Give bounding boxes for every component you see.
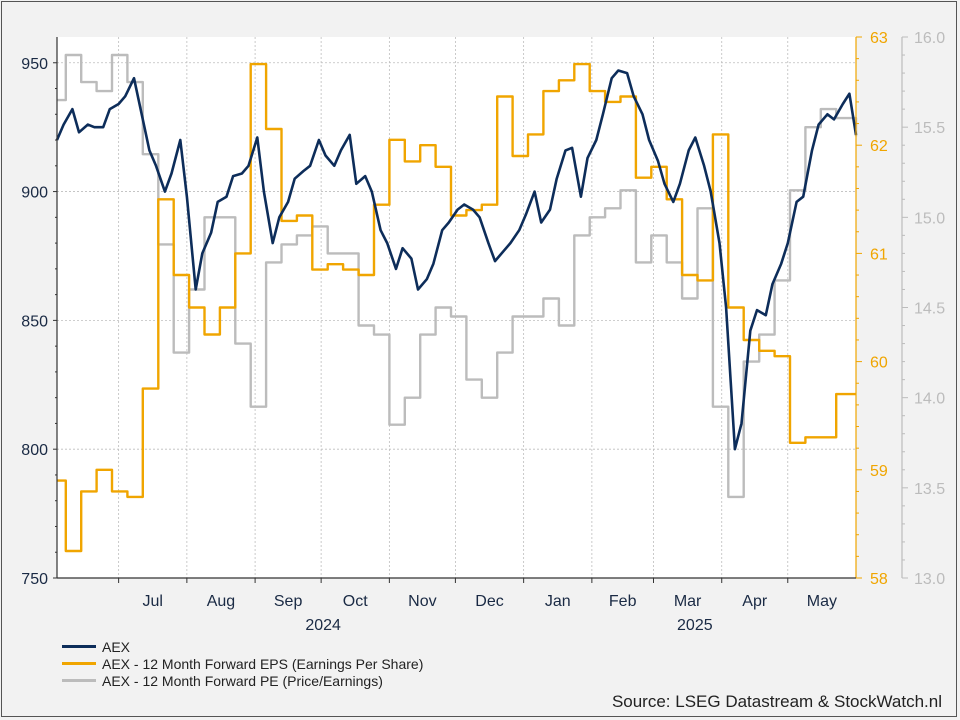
legend-swatch-pe xyxy=(62,679,96,682)
eps-tick-label: 62 xyxy=(870,138,888,155)
legend: AEX AEX - 12 Month Forward EPS (Earnings… xyxy=(62,638,423,689)
legend-item-eps: AEX - 12 Month Forward EPS (Earnings Per… xyxy=(62,655,423,672)
eps-tick-label: 63 xyxy=(870,30,888,47)
legend-item-aex: AEX xyxy=(62,638,423,655)
pe-tick-label: 13.5 xyxy=(914,481,945,498)
legend-label-pe: AEX - 12 Month Forward PE (Price/Earning… xyxy=(102,672,383,689)
legend-item-pe: AEX - 12 Month Forward PE (Price/Earning… xyxy=(62,672,423,689)
pe-tick-label: 14.0 xyxy=(914,391,945,408)
pe-tick-label: 16.0 xyxy=(914,30,945,47)
legend-swatch-eps xyxy=(62,662,96,665)
series-line-pe xyxy=(57,53,858,499)
pe-tick-label: 15.0 xyxy=(914,210,945,227)
axes-layer: Jul Aug Sep Oct Nov Dec Jan Feb Mar Apr May 2024 202… xyxy=(21,30,945,634)
pe-tick-label: 15.5 xyxy=(914,120,945,137)
pe-tick-label: 14.5 xyxy=(914,301,945,318)
eps-tick-label: 60 xyxy=(870,355,888,372)
pe-tick-label: 13.0 xyxy=(914,571,945,588)
legend-swatch-aex xyxy=(62,645,96,648)
x-year-label: 2025 xyxy=(677,617,713,634)
x-tick-label: Mar xyxy=(674,593,702,610)
source-credit: Source: LSEG Datastream & StockWatch.nl xyxy=(611,692,942,711)
series-line-aex xyxy=(55,69,858,451)
series-line-eps xyxy=(57,62,856,553)
x-tick-label: Dec xyxy=(475,593,503,610)
eps-tick-label: 58 xyxy=(870,571,888,588)
x-tick-label: Aug xyxy=(207,593,235,610)
series-layer xyxy=(55,53,858,553)
eps-tick-label: 59 xyxy=(870,463,888,480)
eps-tick-label: 61 xyxy=(870,246,888,263)
legend-label-aex: AEX xyxy=(102,638,131,655)
x-tick-label: Sep xyxy=(274,593,303,610)
y-left-tick-label: 750 xyxy=(21,571,48,588)
x-tick-label: Jul xyxy=(143,593,163,610)
x-tick-label: Nov xyxy=(408,593,436,610)
x-year-label: 2024 xyxy=(305,617,341,634)
x-tick-label: Jan xyxy=(545,593,571,610)
y-left-tick-label: 950 xyxy=(21,56,48,73)
y-left-tick-label: 900 xyxy=(21,185,48,202)
y-left-tick-label: 800 xyxy=(21,442,48,459)
x-tick-label: Feb xyxy=(609,593,637,610)
y-left-tick-label: 850 xyxy=(21,313,48,330)
x-tick-label: Oct xyxy=(343,593,368,610)
legend-label-eps: AEX - 12 Month Forward EPS (Earnings Per… xyxy=(102,655,424,672)
x-tick-label: May xyxy=(807,593,837,610)
x-tick-label: Apr xyxy=(742,593,768,610)
